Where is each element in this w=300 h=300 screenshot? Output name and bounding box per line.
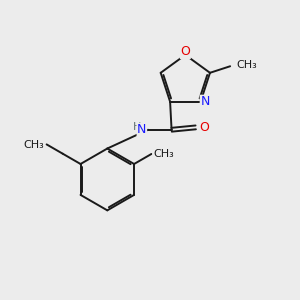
Text: CH₃: CH₃: [153, 149, 174, 159]
Text: CH₃: CH₃: [23, 140, 44, 150]
Text: O: O: [180, 45, 190, 58]
Text: H: H: [133, 122, 141, 132]
Text: O: O: [199, 121, 209, 134]
Text: CH₃: CH₃: [237, 60, 257, 70]
Text: N: N: [200, 95, 210, 108]
Text: N: N: [137, 123, 146, 136]
